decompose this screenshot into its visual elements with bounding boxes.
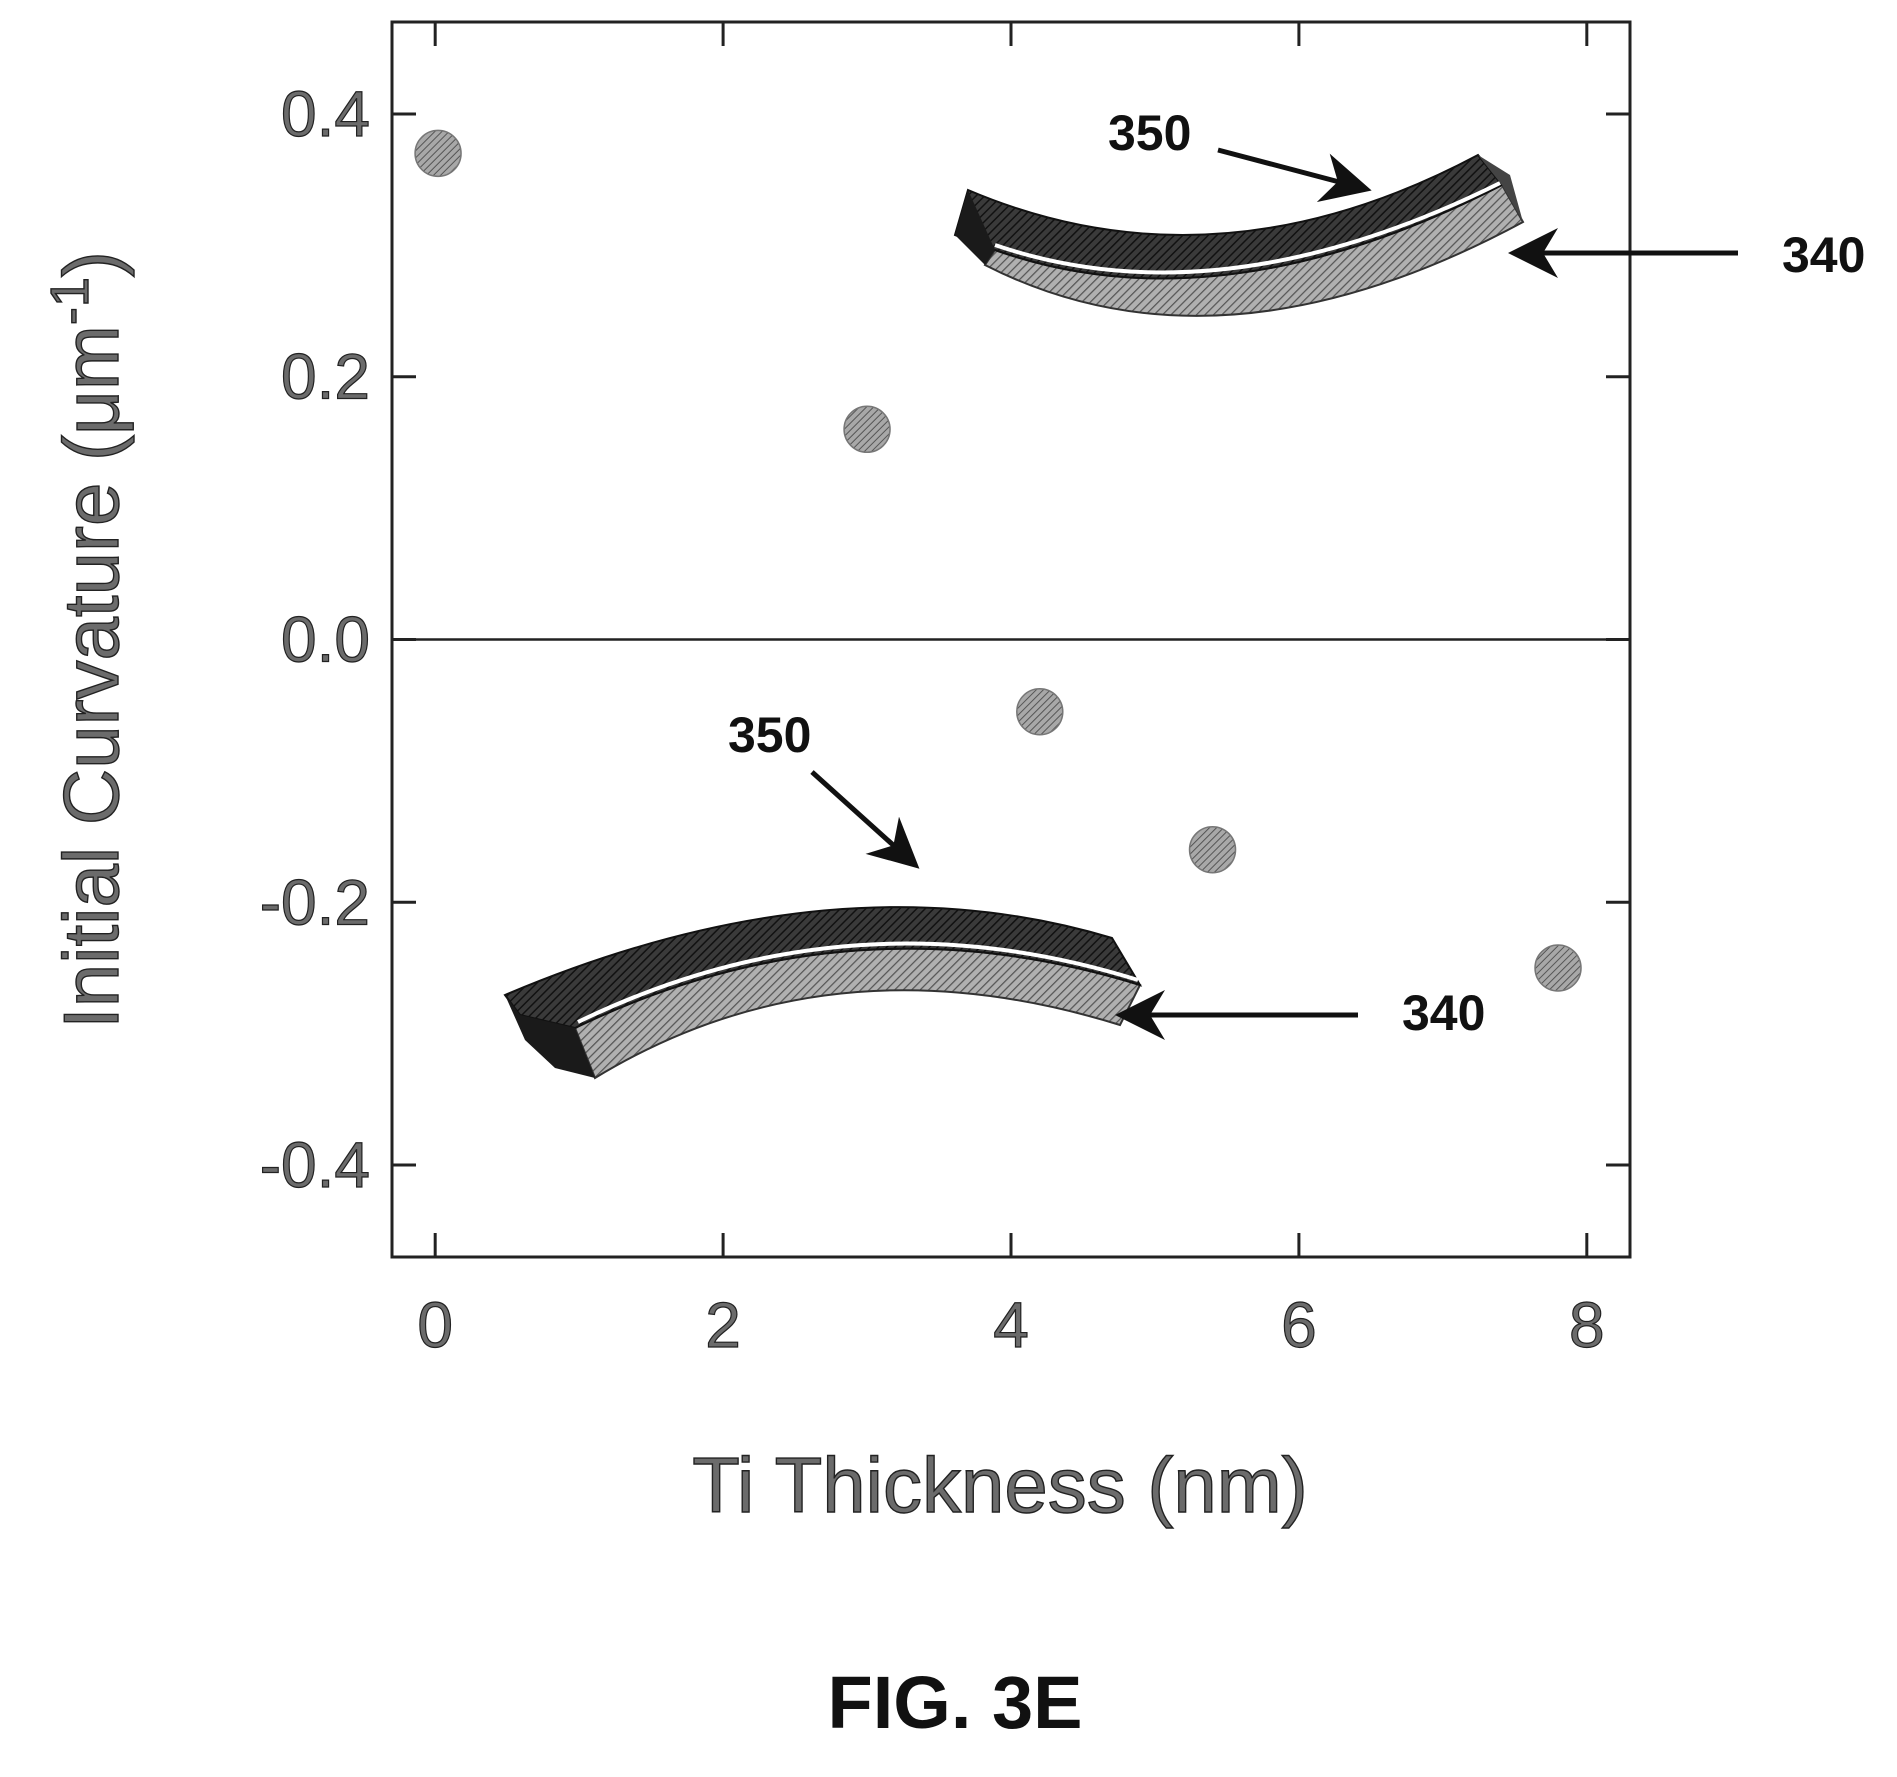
label-upper-350: 350: [1108, 105, 1191, 161]
data-point: [414, 129, 462, 178]
x-tick-labels: 0 2 4 6 8: [417, 1288, 1605, 1361]
lower-interface-line: [577, 941, 1139, 1024]
y-tick-label: 0.4: [281, 78, 370, 150]
y-tick-label: 0.2: [281, 341, 370, 413]
data-point: [1188, 825, 1237, 874]
upper-bilayer-illustration: [953, 153, 1525, 317]
x-tick-label: 8: [1569, 1289, 1605, 1361]
lower-layer-350: [503, 906, 1143, 1030]
x-ticks: [433, 22, 1589, 1257]
y-tick-label: -0.2: [260, 866, 370, 938]
data-point: [843, 405, 891, 454]
upper-interface-line: [994, 181, 1501, 275]
lower-end-face: [505, 995, 595, 1078]
lower-bilayer-illustration: [503, 906, 1143, 1080]
figure-label: FIG. 3E: [828, 1661, 1083, 1744]
y-ticks: [392, 112, 1630, 1167]
data-point: [1016, 688, 1064, 736]
data-points: [414, 129, 1582, 992]
y-tick-label: 0.0: [281, 604, 370, 676]
upper-end-face: [955, 190, 995, 265]
y-tick-labels: 0.4 0.2 0.0 -0.2 -0.4: [259, 77, 370, 1201]
x-tick-label: 6: [1281, 1289, 1317, 1361]
y-axis-title-close: ): [47, 251, 135, 277]
arrow-upper-350: [1217, 147, 1372, 202]
label-lower-340: 340: [1402, 985, 1485, 1041]
x-tick-label: 0: [417, 1289, 453, 1361]
upper-layer-350: [953, 153, 1504, 280]
label-upper-340: 340: [1782, 227, 1865, 283]
x-axis-title: Ti Thickness (nm): [692, 1441, 1307, 1529]
y-axis-title: Initial Curvature (μm-1): [40, 251, 135, 1029]
y-axis-title-main: Initial Curvature (μm: [47, 325, 135, 1029]
data-point: [1534, 944, 1582, 992]
y-axis-title-sup: -1: [40, 277, 100, 325]
y-tick-label: -0.4: [260, 1129, 370, 1201]
x-tick-label: 4: [993, 1289, 1029, 1361]
x-tick-label: 2: [705, 1289, 741, 1361]
label-lower-350: 350: [728, 707, 811, 763]
arrow-lower-350: [810, 770, 920, 869]
